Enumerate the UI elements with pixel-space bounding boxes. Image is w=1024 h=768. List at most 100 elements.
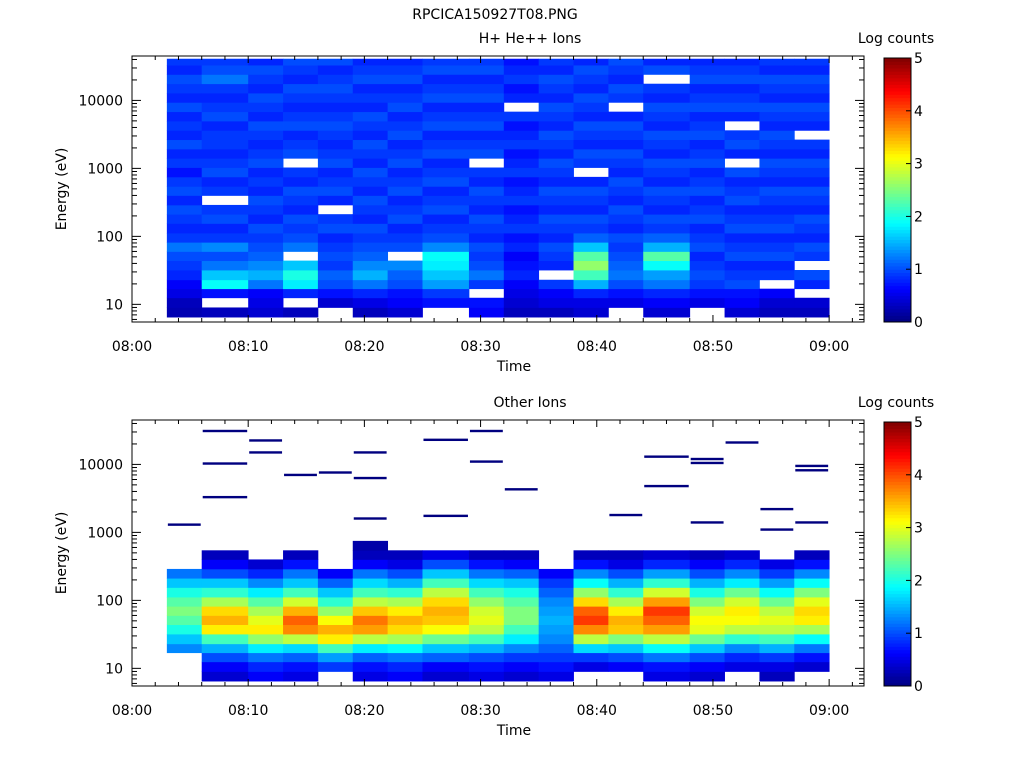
- heatmap-cell: [538, 204, 574, 215]
- heatmap-cell: [503, 111, 540, 122]
- colorbar-segment: [884, 216, 911, 221]
- heatmap-cell: [352, 111, 389, 122]
- heatmap-cell: [689, 58, 725, 66]
- heatmap-cell: [387, 167, 423, 178]
- heatmap-cell: [689, 130, 725, 141]
- heatmap-cell: [248, 578, 284, 588]
- heatmap-cell: [689, 195, 725, 206]
- colorbar-segment: [884, 232, 911, 237]
- heatmap-cell: [724, 130, 760, 141]
- heatmap-cell: [643, 176, 691, 187]
- heatmap-cell: [608, 120, 644, 131]
- heatmap-cell: [573, 148, 609, 159]
- sparse-hit-mark: [795, 464, 829, 468]
- colorbar-segment: [884, 682, 911, 687]
- heatmap-cell: [503, 58, 540, 66]
- heatmap-cell: [608, 186, 644, 196]
- colorbar-segment: [884, 282, 911, 287]
- heatmap-cell: [724, 643, 760, 654]
- heatmap-cell: [317, 158, 354, 168]
- heatmap-cell: [608, 158, 644, 168]
- heatmap-cell: [422, 242, 470, 252]
- y-tick-label: 1000: [87, 525, 123, 541]
- colorbar-segment: [884, 679, 911, 684]
- heatmap-cell: [689, 233, 725, 243]
- heatmap-cell: [503, 652, 540, 663]
- heatmap-cell: [724, 251, 760, 262]
- heatmap-cell: [387, 204, 423, 215]
- heatmap-cell: [283, 587, 319, 598]
- sparse-hit-mark: [318, 471, 352, 474]
- heatmap-cell: [643, 58, 691, 66]
- sparse-hit-mark: [504, 488, 538, 491]
- heatmap-cell: [283, 148, 319, 159]
- heatmap-cell: [538, 65, 574, 75]
- heatmap-cell: [759, 578, 795, 588]
- heatmap-cell: [468, 550, 505, 560]
- heatmap-cell: [352, 643, 389, 654]
- heatmap-cell: [387, 186, 423, 196]
- heatmap-cell: [248, 568, 284, 579]
- heatmap-cell: [387, 93, 423, 103]
- heatmap-cell: [643, 158, 691, 168]
- colorbar-segment: [884, 613, 911, 618]
- heatmap-cell: [352, 559, 389, 570]
- heatmap-cell: [387, 606, 423, 616]
- colorbar-segment: [884, 298, 911, 303]
- heatmap-cell: [468, 167, 505, 178]
- colorbar-segment: [884, 81, 911, 85]
- heatmap-cell: [283, 568, 319, 579]
- heatmap-cell: [468, 279, 505, 290]
- heatmap-cell: [166, 568, 203, 579]
- heatmap-cell: [387, 550, 423, 560]
- colorbar-segment: [884, 534, 911, 538]
- heatmap-cell: [794, 297, 830, 308]
- heatmap-cell: [283, 643, 319, 654]
- heatmap-cell: [643, 65, 691, 75]
- heatmap-cell: [166, 58, 203, 66]
- heatmap-cell: [166, 578, 203, 588]
- heatmap-cell: [643, 568, 691, 579]
- heatmap-cell: [317, 661, 354, 672]
- heatmap-cell: [166, 214, 203, 224]
- colorbar-segment: [884, 438, 911, 443]
- heatmap-cell: [352, 297, 389, 308]
- heatmap-cell: [759, 204, 795, 215]
- heatmap-cell: [759, 176, 795, 187]
- colorbar-segment: [884, 544, 911, 548]
- heatmap-cell: [794, 251, 830, 262]
- colorbar: 0 1 2 3 4 5 Log counts: [858, 31, 934, 331]
- colorbar-segment: [884, 246, 911, 250]
- heatmap-cell: [608, 167, 644, 178]
- heatmap-cell: [468, 251, 505, 262]
- heatmap-cell: [538, 615, 574, 626]
- colorbar-segment: [884, 259, 911, 264]
- colorbar-segment: [884, 173, 911, 178]
- heatmap-cell: [573, 204, 609, 215]
- heatmap-cell: [283, 186, 319, 196]
- heatmap-cell: [248, 195, 284, 206]
- heatmap-cell: [794, 643, 830, 654]
- x-tick-label: 08:40: [577, 703, 617, 719]
- colorbar-segment: [884, 203, 911, 207]
- colorbar-segment: [884, 441, 911, 446]
- heatmap-cell: [689, 186, 725, 196]
- heatmap-cell: [503, 297, 540, 308]
- sparse-hit-mark: [353, 476, 387, 480]
- heatmap-cell: [689, 559, 725, 570]
- heatmap-cell: [387, 307, 423, 318]
- heatmap-cell: [468, 297, 505, 308]
- heatmap-cell: [689, 214, 725, 224]
- colorbar-segment: [884, 530, 911, 535]
- heatmap-cell: [689, 634, 725, 645]
- colorbar-segment: [884, 570, 911, 575]
- heatmap-cell: [538, 93, 574, 103]
- colorbar-tick-label: 1: [914, 626, 923, 642]
- heatmap-cell: [248, 102, 284, 113]
- heatmap-cell: [248, 288, 284, 299]
- colorbar-segment: [884, 272, 911, 277]
- heatmap-cell: [201, 93, 249, 103]
- heatmap-cell: [759, 223, 795, 234]
- heatmap-cell: [643, 288, 691, 299]
- heatmap-cell: [166, 111, 203, 122]
